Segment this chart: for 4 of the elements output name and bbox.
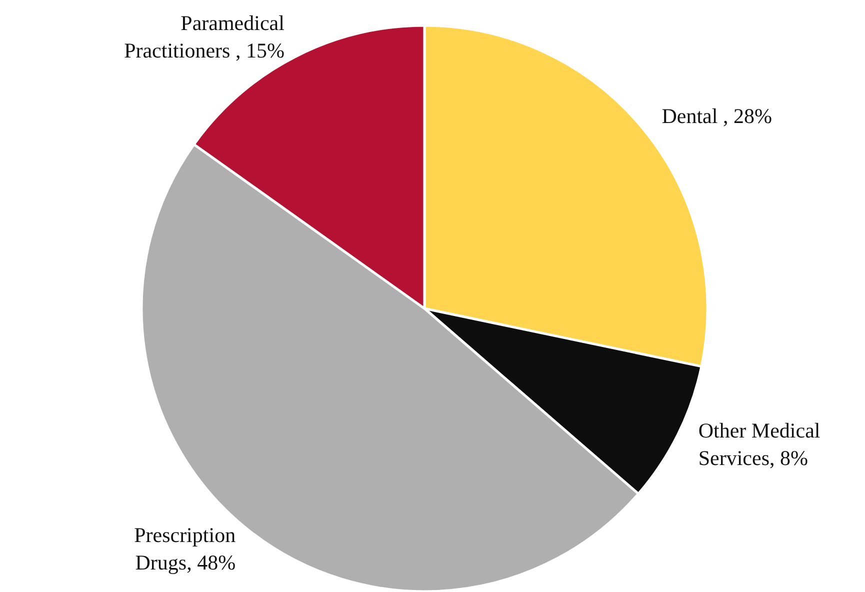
slice-label: Prescription Drugs, 48% [134, 522, 236, 575]
slice-label: Other Medical Services, 8% [698, 418, 820, 470]
slice-label: Dental , 28% [662, 104, 772, 128]
slice-label: Paramedical Practitioners , 15% [124, 11, 285, 63]
